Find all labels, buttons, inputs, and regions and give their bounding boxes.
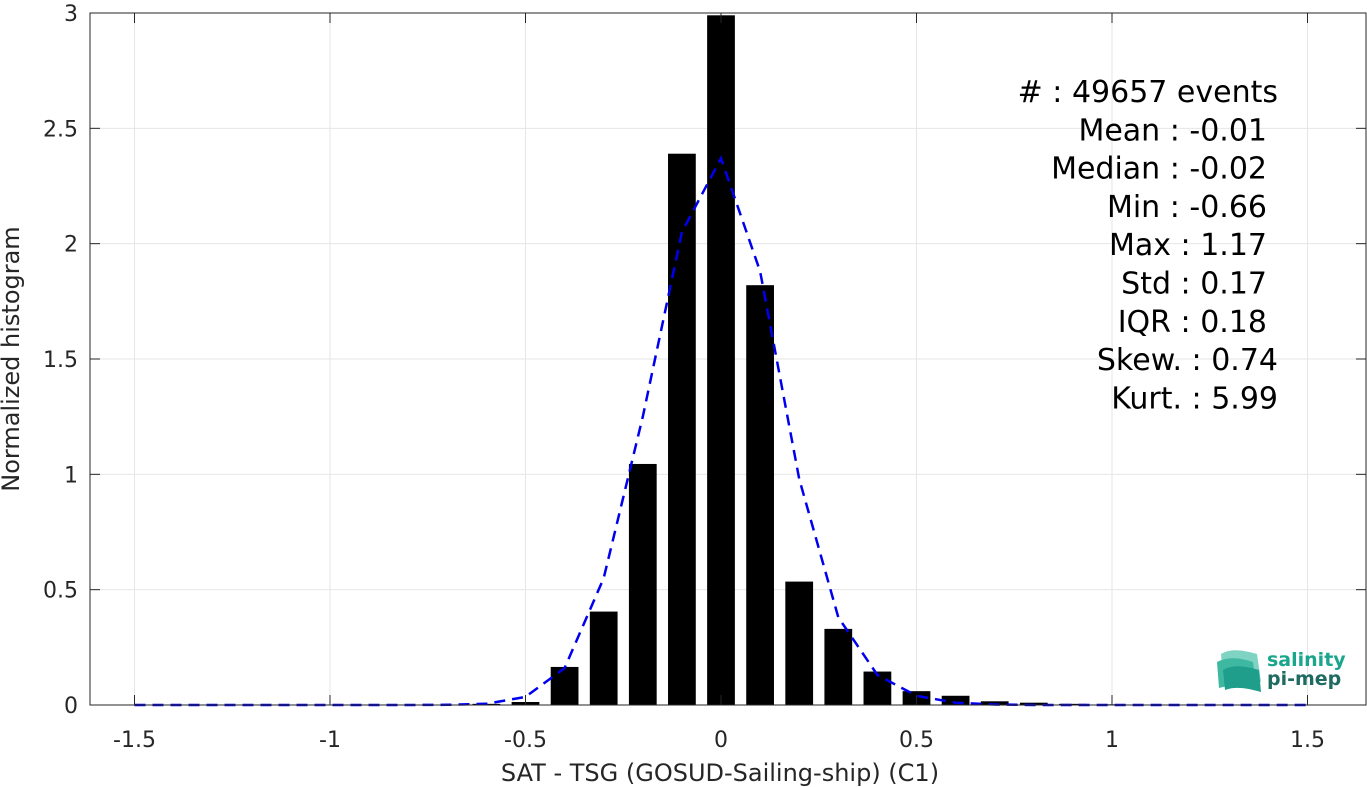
histogram-bar	[980, 701, 1009, 705]
x-axis-label: SAT - TSG (GOSUD-Sailing-ship) (C1)	[501, 759, 939, 787]
histogram-bar	[785, 581, 814, 705]
histogram-bar	[589, 611, 618, 705]
stat-line: Median : -0.02	[1051, 152, 1267, 187]
stat-line: Skew. : 0.74	[1097, 343, 1278, 378]
wave-icon	[1217, 650, 1261, 692]
histogram-bar	[941, 695, 970, 705]
y-axis-ticks: 0 0.5 1 1.5 2 2.5 3	[43, 2, 1366, 719]
logo-line-1: salinity	[1267, 649, 1346, 671]
histogram-bar	[707, 15, 735, 706]
x-tick-label: 1.5	[1290, 728, 1325, 753]
stat-line: IQR : 0.18	[1118, 305, 1267, 340]
histogram-bars	[472, 15, 1205, 706]
stat-line: Min : -0.66	[1107, 190, 1267, 225]
stat-line: Mean : -0.01	[1078, 113, 1267, 148]
y-tick-label: 3	[64, 2, 78, 27]
stat-line: Kurt. : 5.99	[1111, 381, 1278, 416]
y-tick-label: 2.5	[43, 117, 78, 142]
y-tick-label: 1	[64, 463, 78, 488]
x-tick-label: -1	[319, 728, 341, 753]
x-tick-label: -1.5	[113, 728, 156, 753]
x-tick-label: -0.5	[504, 728, 547, 753]
histogram-bar	[824, 628, 853, 705]
x-axis-ticks: -1.5 -1 -0.5 0 0.5 1 1.5	[113, 13, 1325, 753]
histogram-bar	[668, 153, 696, 705]
salinity-pi-mep-logo: salinity pi-mep	[1217, 649, 1346, 692]
y-tick-label: 2	[64, 233, 78, 258]
x-tick-label: 1	[1105, 728, 1119, 753]
logo-line-2: pi-mep	[1267, 668, 1341, 690]
histogram-bar	[628, 463, 657, 705]
histogram-bar	[1059, 703, 1087, 705]
stat-line: Std : 0.17	[1121, 267, 1267, 302]
y-tick-label: 1.5	[43, 348, 78, 373]
x-tick-label: 0	[714, 728, 728, 753]
x-tick-label: 0.5	[899, 728, 934, 753]
y-tick-label: 0	[64, 694, 78, 719]
histogram-bar	[550, 666, 579, 705]
y-axis-label: Normalized histogram	[0, 226, 25, 491]
y-tick-label: 0.5	[43, 579, 78, 604]
stat-line: # : 49657 events	[1018, 75, 1278, 110]
stat-line: Max : 1.17	[1109, 228, 1267, 263]
gaussian-fit-line	[134, 155, 1308, 707]
histogram-bar	[746, 285, 774, 705]
histogram-bar	[863, 671, 892, 705]
